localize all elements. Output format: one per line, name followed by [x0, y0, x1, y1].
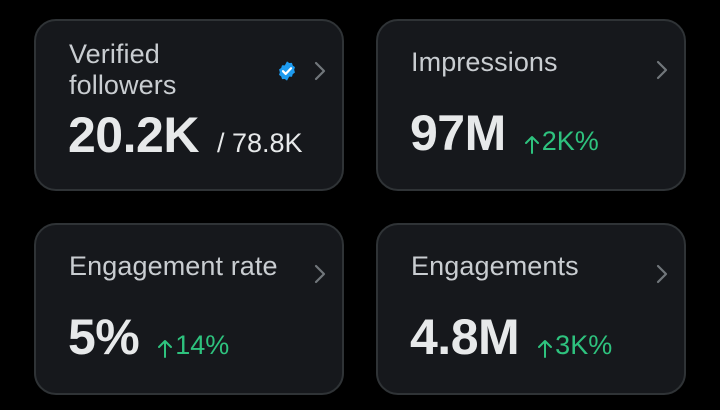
metric-value: 20.2K [68, 107, 199, 163]
card-label: Engagements [411, 251, 579, 281]
metric-change-value: 2K% [541, 126, 599, 156]
chevron-right-icon [314, 264, 326, 284]
engagements-card[interactable]: Engagements 4.8M 3K% [376, 223, 686, 395]
metric-value-row: 97M 2K% [410, 105, 599, 161]
metric-value-row: 4.8M 3K% [410, 309, 612, 365]
engagement-rate-card[interactable]: Engagement rate 5% 14% [34, 223, 344, 395]
arrow-up-icon [524, 136, 539, 154]
arrow-up-icon [538, 340, 553, 358]
card-label: Verified followers [69, 39, 177, 100]
verified-followers-card[interactable]: Verified followers 20.2K / 78.8K [34, 19, 344, 191]
metric-total: / 78.8K [216, 128, 303, 158]
metric-value: 97M [410, 105, 506, 161]
metric-change: 3K% [537, 330, 612, 361]
card-label: Engagement rate [69, 251, 278, 281]
chevron-right-icon [314, 61, 326, 81]
chevron-right-icon [656, 60, 668, 80]
metric-value-row: 5% 14% [68, 309, 229, 365]
card-label: Impressions [411, 47, 558, 77]
metric-value: 4.8M [410, 309, 520, 365]
chevron-right-icon [656, 264, 668, 284]
metric-value: 5% [68, 309, 140, 365]
metric-value-row: 20.2K / 78.8K [68, 107, 303, 163]
arrow-up-icon [158, 340, 173, 358]
metric-change-value: 14% [175, 330, 230, 360]
metric-change: 2K% [524, 126, 599, 157]
verified-badge-icon [279, 61, 295, 81]
metric-change: 14% [157, 330, 229, 361]
impressions-card[interactable]: Impressions 97M 2K% [376, 19, 686, 191]
metric-change-value: 3K% [555, 330, 613, 360]
